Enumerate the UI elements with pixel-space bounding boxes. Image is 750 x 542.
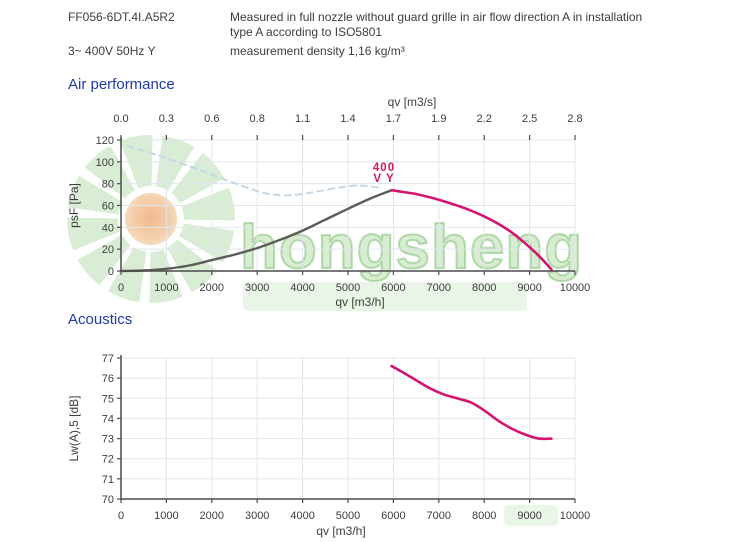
x-tick-label: 8000 [472,510,496,522]
x-tick-label: 7000 [427,282,451,294]
x-tick-label: 0 [118,510,124,522]
acoustics-plot: 0 1000 2000 3000 4000 5000 6000 7000 8000 9000 100… [67,353,591,538]
measurement-note-line2: type A according to ISO5801 [230,25,383,39]
top-tick-label: 2.2 [477,113,492,125]
top-tick-label: 2.8 [567,113,582,125]
top-tick-label: 1.7 [386,113,401,125]
x-tick-label: 2000 [200,282,224,294]
top-tick-label: 1.9 [431,113,446,125]
air-performance-title: Air performance [68,76,175,93]
y-tick-label: 71 [102,474,114,486]
x-tick-label: 5000 [336,282,360,294]
y-tick-label: 60 [102,201,114,213]
y-tick-label: 40 [102,222,114,234]
x-tick-label: 3000 [245,282,269,294]
density-note: measurement density 1,16 kg/m³ [230,44,405,58]
top-tick-label: 1.1 [295,113,310,125]
power-spec: 3~ 400V 50Hz Y [68,44,156,58]
x-tick-label: 7000 [427,510,451,522]
series-fan-curve-400V [390,188,553,271]
y-tick-label: 74 [102,413,114,425]
x-tick-label: 6000 [381,510,405,522]
air-performance-chart: 0 1000 2000 3000 4000 5000 6000 7000 8000 9000 100… [65,95,610,315]
acoustics-chart: 0 1000 2000 3000 4000 5000 6000 7000 8000 9000 100… [65,340,610,542]
x-tick-label: 1000 [154,510,178,522]
x-tick-label: 9000 [517,282,541,294]
series-sound-power-curve [390,364,553,441]
top-tick-label: 0.3 [159,113,174,125]
model-number: FF056-6DT.4I.A5R2 [68,10,175,24]
series-system-resistance-dashed [126,145,383,197]
y-tick-label: 75 [102,393,114,405]
x-tick-label: 6000 [381,282,405,294]
top-tick-label: 0.0 [113,113,128,125]
x-tick-label: 8000 [472,282,496,294]
x-tick-label: 0 [118,282,124,294]
curve-annotation: 400 [373,162,395,174]
y-tick-label: 80 [102,179,114,191]
x-tick-label: 3000 [245,510,269,522]
acoustics-title: Acoustics [68,311,133,328]
x-tick-label: 9000 [517,510,541,522]
y-axis-label: psF [Pa] [67,183,81,228]
curve-annotation: V Y [373,173,394,185]
x-tick-label: 10000 [560,282,591,294]
x-tick-label: 1000 [154,282,178,294]
x-tick-label: 10000 [560,510,591,522]
air-performance-plot: 0 1000 2000 3000 4000 5000 6000 7000 8000 9000 100… [67,95,591,309]
top-tick-label: 2.5 [522,113,537,125]
y-axis-label: Lw(A),5 [dB] [67,395,81,461]
top-tick-label: 0.6 [204,113,219,125]
y-tick-label: 73 [102,434,114,446]
y-tick-label: 72 [102,454,114,466]
y-tick-label: 120 [96,135,114,147]
x-axis-label: qv [m3/h] [335,295,384,309]
y-tick-label: 100 [96,157,114,169]
series-fan-curve-rising [119,189,393,273]
x-tick-label: 2000 [200,510,224,522]
measurement-note-line1: Measured in full nozzle without guard gr… [230,10,643,24]
y-tick-label: 20 [102,244,114,256]
x-axis-label: qv [m3/h] [316,524,365,538]
top-tick-label: 1.4 [340,113,355,125]
x-tick-label: 4000 [290,510,314,522]
y-tick-label: 76 [102,373,114,385]
top-axis-label: qv [m3/s] [388,95,437,109]
x-tick-label: 4000 [290,282,314,294]
y-tick-label: 0 [108,266,114,278]
top-tick-label: 0.8 [250,113,265,125]
y-tick-label: 77 [102,353,114,365]
y-tick-label: 70 [102,494,114,506]
x-tick-label: 5000 [336,510,360,522]
